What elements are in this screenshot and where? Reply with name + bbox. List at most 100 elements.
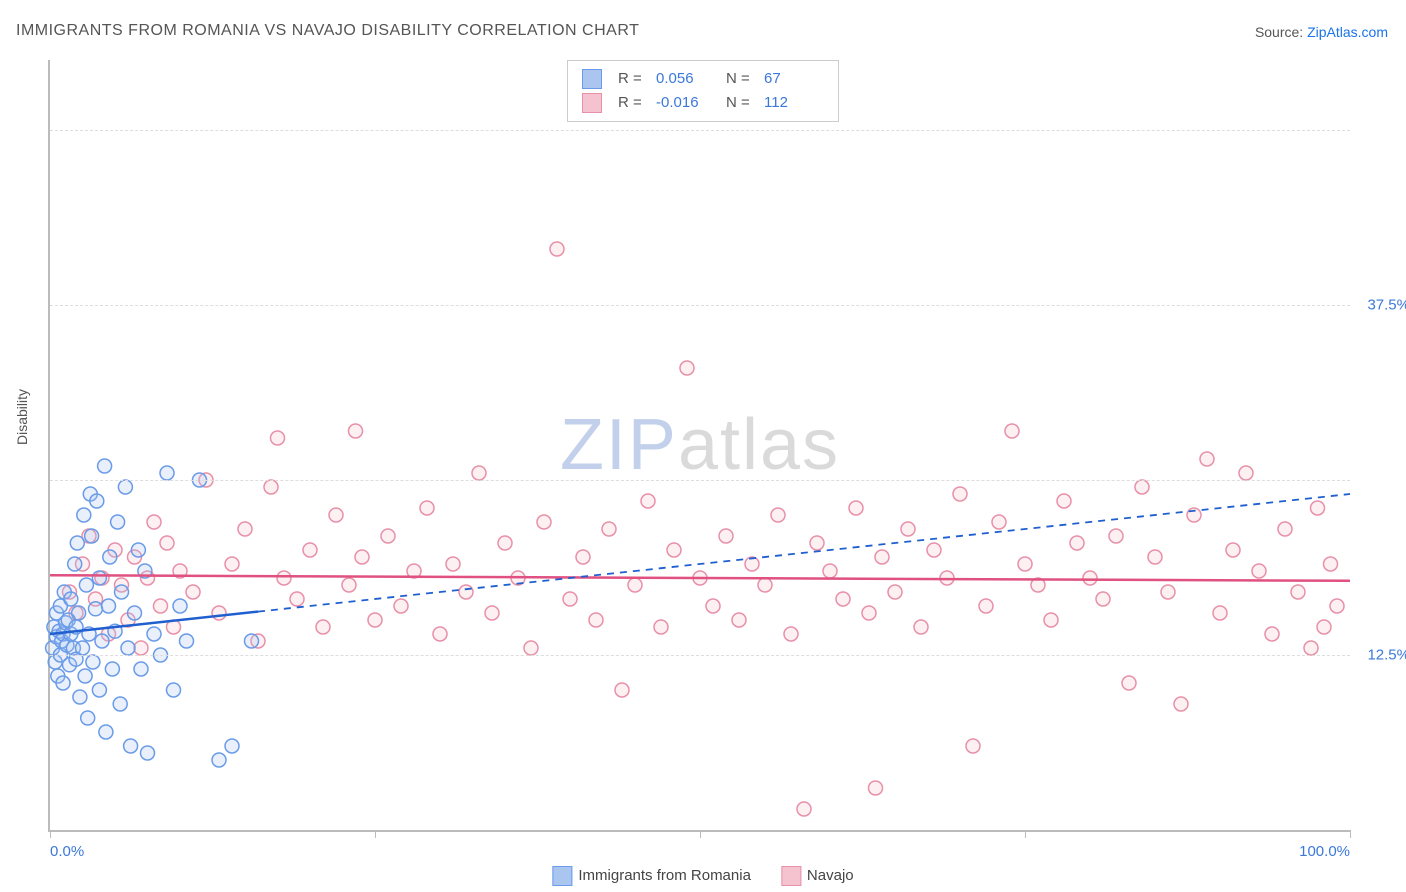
x-tick <box>1350 830 1351 838</box>
scatter-point-navajo <box>134 641 148 655</box>
source-link[interactable]: ZipAtlas.com <box>1307 24 1388 40</box>
scatter-point-navajo <box>719 529 733 543</box>
scatter-point-navajo <box>1057 494 1071 508</box>
scatter-point-romania <box>68 557 82 571</box>
scatter-point-navajo <box>446 557 460 571</box>
label-n: N = <box>726 91 754 115</box>
y-axis-title: Disability <box>14 389 30 445</box>
x-tick-label: 100.0% <box>1299 843 1350 860</box>
scatter-point-navajo <box>264 480 278 494</box>
scatter-point-romania <box>225 739 239 753</box>
swatch-navajo <box>582 93 602 113</box>
value-n-navajo: 112 <box>764 91 824 115</box>
scatter-point-navajo <box>303 543 317 557</box>
gridline-h <box>50 305 1350 306</box>
scatter-point-navajo <box>1083 571 1097 585</box>
scatter-point-navajo <box>154 599 168 613</box>
scatter-point-navajo <box>641 494 655 508</box>
y-tick-label: 12.5% <box>1367 647 1406 664</box>
legend-bottom: Immigrants from Romania Navajo <box>552 866 853 886</box>
scatter-point-navajo <box>238 522 252 536</box>
scatter-point-navajo <box>1122 676 1136 690</box>
scatter-point-navajo <box>1304 641 1318 655</box>
scatter-point-romania <box>134 662 148 676</box>
scatter-point-navajo <box>225 557 239 571</box>
legend-label-navajo: Navajo <box>807 867 854 884</box>
scatter-point-navajo <box>290 592 304 606</box>
scatter-point-navajo <box>563 592 577 606</box>
scatter-point-navajo <box>349 424 363 438</box>
x-tick-label: 0.0% <box>50 843 84 860</box>
scatter-point-romania <box>79 578 93 592</box>
scatter-point-navajo <box>1018 557 1032 571</box>
scatter-point-romania <box>105 662 119 676</box>
scatter-point-navajo <box>1200 452 1214 466</box>
scatter-point-navajo <box>654 620 668 634</box>
scatter-point-navajo <box>1005 424 1019 438</box>
scatter-point-navajo <box>1330 599 1344 613</box>
scatter-point-navajo <box>381 529 395 543</box>
scatter-point-romania <box>102 599 116 613</box>
scatter-point-navajo <box>1252 564 1266 578</box>
scatter-point-romania <box>167 683 181 697</box>
scatter-point-romania <box>85 529 99 543</box>
scatter-point-navajo <box>615 683 629 697</box>
scatter-point-navajo <box>394 599 408 613</box>
legend-item-navajo: Navajo <box>781 866 854 886</box>
scatter-point-navajo <box>823 564 837 578</box>
scatter-point-navajo <box>271 431 285 445</box>
source-prefix: Source: <box>1255 24 1307 40</box>
stats-row-romania: R = 0.056 N = 67 <box>582 67 824 91</box>
scatter-point-romania <box>128 606 142 620</box>
scatter-point-navajo <box>732 613 746 627</box>
scatter-point-navajo <box>1239 466 1253 480</box>
scatter-point-navajo <box>537 515 551 529</box>
scatter-point-navajo <box>368 613 382 627</box>
x-tick <box>700 830 701 838</box>
scatter-point-navajo <box>784 627 798 641</box>
scatter-point-navajo <box>1317 620 1331 634</box>
scatter-point-romania <box>103 550 117 564</box>
scatter-point-navajo <box>869 781 883 795</box>
swatch-romania <box>552 866 572 886</box>
scatter-point-navajo <box>810 536 824 550</box>
swatch-navajo <box>781 866 801 886</box>
y-tick-label: 37.5% <box>1367 297 1406 314</box>
scatter-point-romania <box>81 711 95 725</box>
scatter-point-romania <box>73 690 87 704</box>
scatter-point-navajo <box>1096 592 1110 606</box>
scatter-point-romania <box>245 634 259 648</box>
x-tick <box>50 830 51 838</box>
scatter-point-navajo <box>1174 697 1188 711</box>
scatter-point-navajo <box>342 578 356 592</box>
legend-item-romania: Immigrants from Romania <box>552 866 751 886</box>
scatter-point-navajo <box>277 571 291 585</box>
scatter-point-romania <box>113 697 127 711</box>
scatter-point-romania <box>141 746 155 760</box>
scatter-point-navajo <box>1044 613 1058 627</box>
scatter-point-romania <box>115 585 129 599</box>
scatter-point-navajo <box>1070 536 1084 550</box>
scatter-point-romania <box>70 536 84 550</box>
scatter-point-navajo <box>1324 557 1338 571</box>
x-tick <box>1025 830 1026 838</box>
scatter-point-navajo <box>1265 627 1279 641</box>
scatter-point-navajo <box>1226 543 1240 557</box>
scatter-point-navajo <box>147 515 161 529</box>
scatter-point-navajo <box>186 585 200 599</box>
scatter-point-navajo <box>589 613 603 627</box>
label-r: R = <box>618 91 646 115</box>
scatter-point-navajo <box>1291 585 1305 599</box>
correlation-stats-box: R = 0.056 N = 67 R = -0.016 N = 112 <box>567 60 839 122</box>
gridline-h <box>50 480 1350 481</box>
scatter-point-navajo <box>316 620 330 634</box>
scatter-point-navajo <box>680 361 694 375</box>
scatter-point-romania <box>98 459 112 473</box>
scatter-point-romania <box>180 634 194 648</box>
scatter-point-navajo <box>875 550 889 564</box>
x-tick <box>375 830 376 838</box>
label-n: N = <box>726 67 754 91</box>
scatter-point-navajo <box>901 522 915 536</box>
scatter-point-navajo <box>927 543 941 557</box>
scatter-point-romania <box>160 466 174 480</box>
